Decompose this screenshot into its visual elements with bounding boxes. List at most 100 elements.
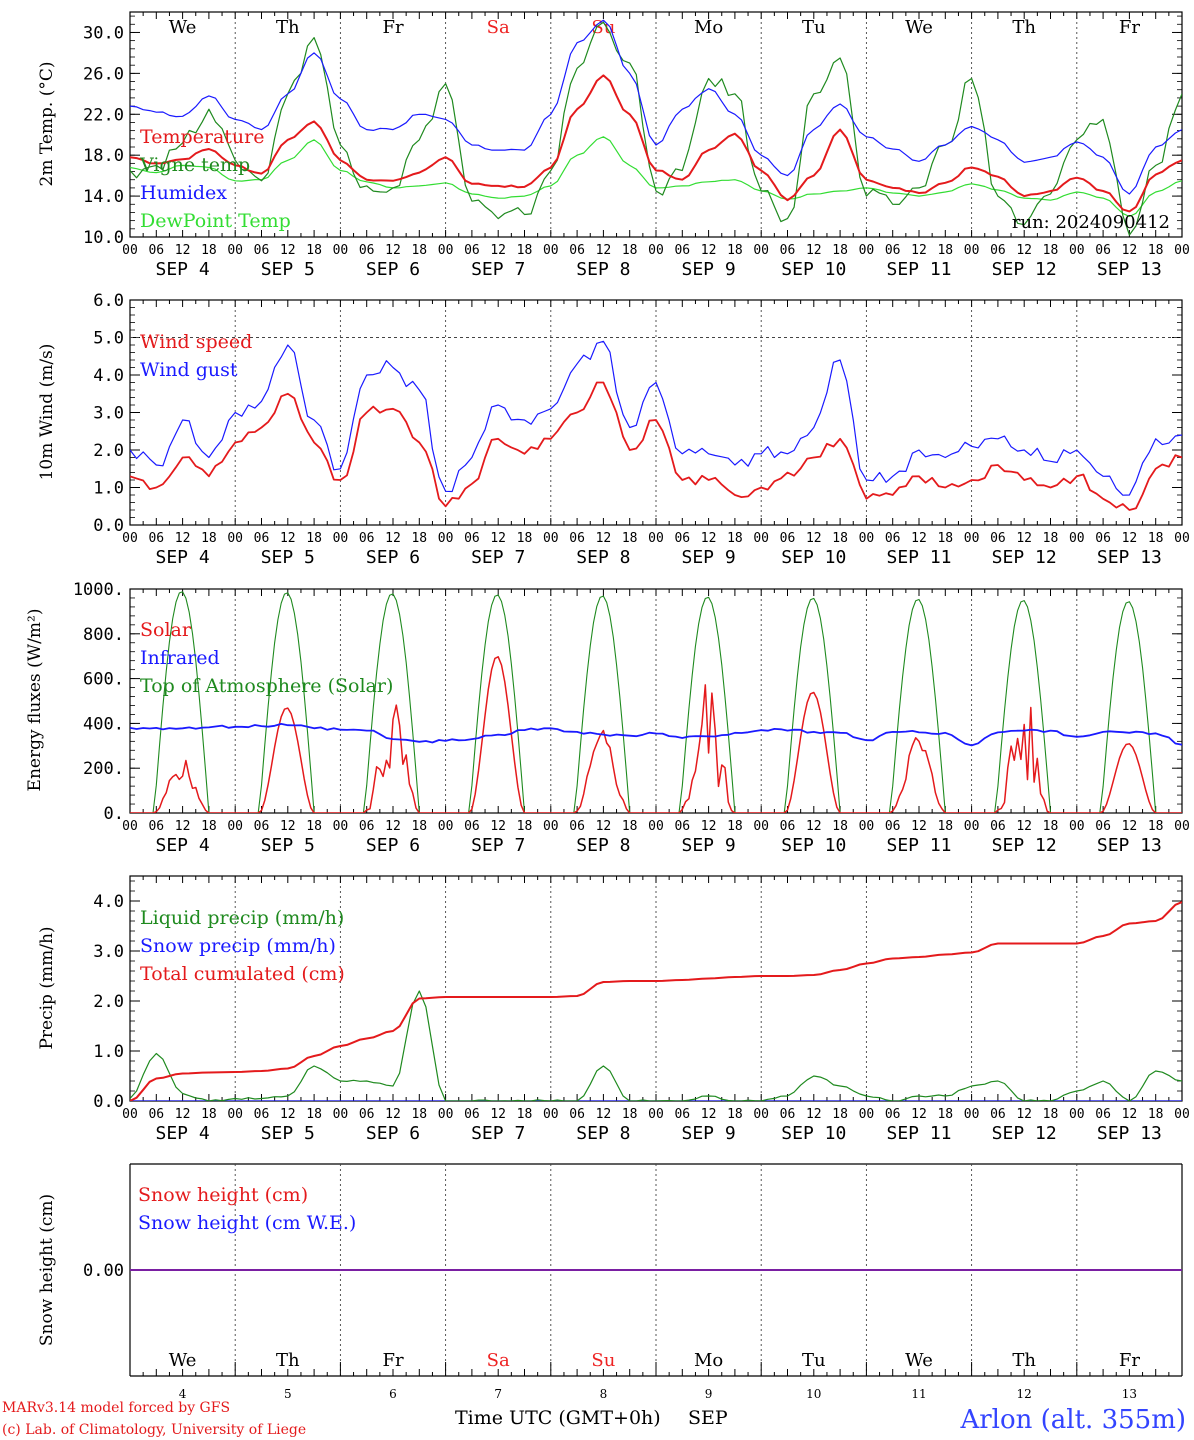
precip-hour-label: 12 [1016, 1107, 1032, 1122]
temp-hour-label: 12 [490, 243, 506, 258]
wind-hour-label: 00 [964, 531, 980, 546]
temp-hour-label: 00 [648, 243, 664, 258]
energy-legend-0: Solar [140, 619, 192, 641]
energy-hour-label: 06 [148, 819, 164, 834]
wind-hour-label: 12 [175, 531, 191, 546]
energy-date-label: SEP 8 [576, 835, 630, 856]
temp-hour-label: 00 [227, 243, 243, 258]
energy-hour-label: 00 [964, 819, 980, 834]
wind-hour-label: 18 [201, 531, 217, 546]
energy-hour-label: 06 [1095, 819, 1111, 834]
temp-hour-label: 12 [1122, 243, 1138, 258]
precip-hour-label: 18 [937, 1107, 953, 1122]
precip-hour-label: 18 [727, 1107, 743, 1122]
precip-hour-label: 18 [411, 1107, 427, 1122]
temp-hour-label: 00 [1069, 243, 1085, 258]
energy-line-solar [130, 656, 1182, 813]
temp-date-label: SEP 8 [576, 259, 630, 280]
temp-ylabel: 2m Temp. (°C) [37, 61, 57, 186]
wind-hour-label: 12 [806, 531, 822, 546]
precip-date-label: SEP 8 [576, 1123, 630, 1144]
wind-line-wind-gust [130, 340, 1182, 496]
temp-hour-label: 06 [674, 243, 690, 258]
snow-panel: 0.00 Snow height (cm) Snow height (cm W.E.… [37, 1163, 1183, 1401]
wind-hour-label: 06 [148, 531, 164, 546]
precip-hour-label: 00 [964, 1107, 980, 1122]
temp-hour-label: 00 [753, 243, 769, 258]
wind-ytick-label: 3.0 [93, 404, 124, 424]
x-axis-month: SEP [688, 1407, 728, 1429]
energy-ytick-label: 1000. [73, 580, 124, 600]
temp-hour-label: 18 [622, 243, 638, 258]
precip-date-label: SEP 11 [886, 1123, 951, 1144]
precip-hour-label: 12 [806, 1107, 822, 1122]
wind-hour-label: 00 [753, 531, 769, 546]
precip-hour-label: 00 [227, 1107, 243, 1122]
temp-date-label: SEP 12 [992, 259, 1057, 280]
energy-hour-label: 06 [885, 819, 901, 834]
precip-hour-label: 00 [438, 1107, 454, 1122]
energy-hour-label: 12 [1016, 819, 1032, 834]
wind-hour-label: 00 [227, 531, 243, 546]
precip-hour-label: 18 [832, 1107, 848, 1122]
temp-hour-label: 18 [727, 243, 743, 258]
precip-hour-label: 00 [1069, 1107, 1085, 1122]
temp-day-2: Fr [382, 17, 403, 38]
temp-day-6: Tu [802, 17, 826, 38]
energy-hour-label: 12 [701, 819, 717, 834]
wind-hour-label: 00 [438, 531, 454, 546]
energy-ytick-label: 0. [104, 804, 124, 824]
energy-hour-label: 06 [359, 819, 375, 834]
temp-hour-label: 18 [201, 243, 217, 258]
precip-hour-label: 12 [911, 1107, 927, 1122]
temp-hour-label: 06 [359, 243, 375, 258]
wind-panel: 0.0 1.0 2.0 3.0 4.0 5.0 6.0 Wind speed Wind gust… [37, 291, 1190, 568]
temp-hour-label: 00 [543, 243, 559, 258]
energy-legend-1: Infrared [140, 647, 220, 669]
precip-ytick-label: 3.0 [93, 942, 124, 962]
precip-hour-label: 06 [780, 1107, 796, 1122]
precip-panel: 0.0 1.0 2.0 3.0 4.0 Liquid precip (mm/h) Snow … [37, 875, 1190, 1144]
wind-hour-label: 06 [254, 531, 270, 546]
energy-hour-label: 06 [254, 819, 270, 834]
wind-hour-label: 06 [990, 531, 1006, 546]
precip-hour-label: 00 [122, 1107, 138, 1122]
wind-hour-label: 00 [122, 531, 138, 546]
temp-hour-label: 06 [148, 243, 164, 258]
energy-hour-label: 12 [596, 819, 612, 834]
energy-hour-label: 00 [859, 819, 875, 834]
temp-ytick-label: 22.0 [83, 105, 124, 125]
wind-hour-label: 18 [517, 531, 533, 546]
precip-hour-label: 06 [885, 1107, 901, 1122]
wind-date-label: SEP 4 [156, 547, 210, 568]
temp-date-label: SEP 9 [682, 259, 736, 280]
wind-hour-label: 06 [780, 531, 796, 546]
wind-date-label: SEP 7 [471, 547, 525, 568]
wind-hour-label: 06 [464, 531, 480, 546]
precip-line-liquid [130, 990, 1182, 1101]
energy-legend-2: Top of Atmosphere (Solar) [140, 675, 393, 697]
energy-ytick-label: 600. [83, 670, 124, 690]
precip-hour-label: 00 [333, 1107, 349, 1122]
temp-ytick-label: 30.0 [83, 23, 124, 43]
temp-hour-label: 06 [1095, 243, 1111, 258]
snow-bottom-day-3: Sa [487, 1350, 510, 1371]
wind-hour-label: 12 [1016, 531, 1032, 546]
precip-date-label: SEP 6 [366, 1123, 420, 1144]
temp-hour-label: 06 [780, 243, 796, 258]
snow-bottom-day-0: We [169, 1350, 197, 1371]
wind-hour-label: 12 [701, 531, 717, 546]
wind-date-label: SEP 13 [1097, 547, 1162, 568]
energy-hour-label: 00 [333, 819, 349, 834]
wind-hour-label: 06 [674, 531, 690, 546]
temp-ytick-label: 26.0 [83, 64, 124, 84]
precip-hour-label: 00 [859, 1107, 875, 1122]
wind-hour-label: 12 [385, 531, 401, 546]
energy-ytick-label: 400. [83, 714, 124, 734]
model-credit: MARv3.14 model forced by GFS [2, 1400, 230, 1416]
temp-hour-label: 18 [832, 243, 848, 258]
snow-day-number-8: 12 [1017, 1387, 1032, 1401]
snow-bottom-day-7: We [905, 1350, 933, 1371]
snow-day-number-2: 6 [389, 1387, 397, 1401]
